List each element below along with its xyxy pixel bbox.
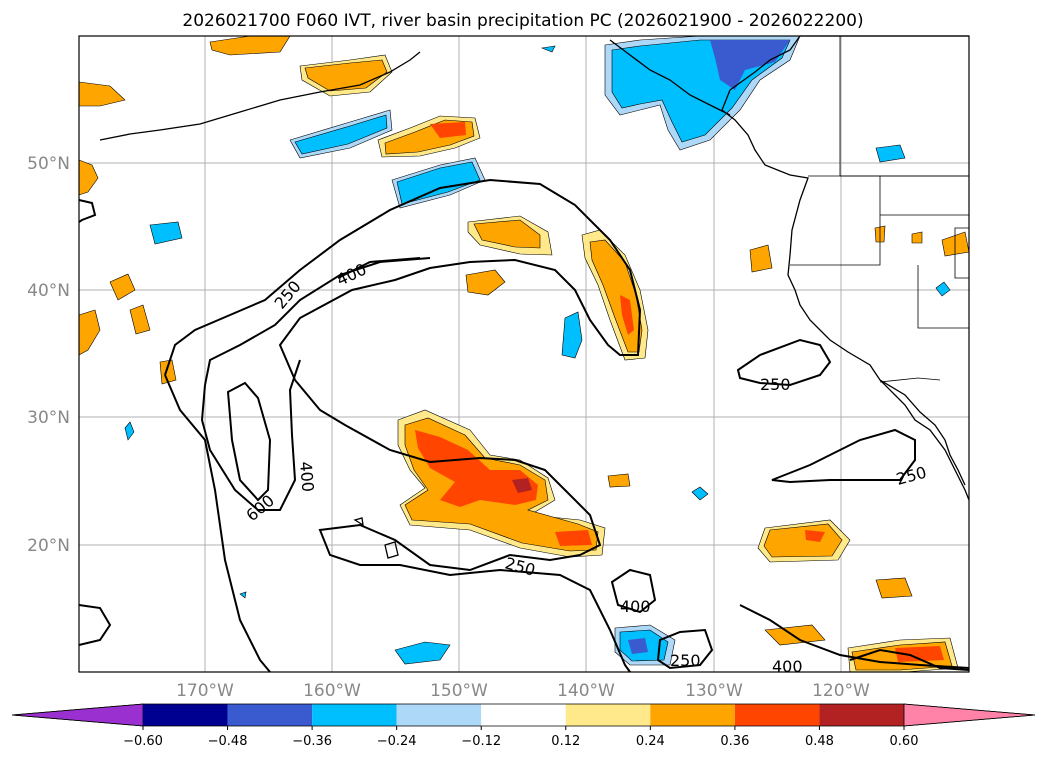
pc-neg-east-1 <box>875 144 906 163</box>
pc-neg-south-2 <box>394 641 451 665</box>
pc-neg-arc <box>561 311 583 359</box>
ivt-400-south <box>610 568 657 614</box>
ivt-250-south <box>656 628 714 670</box>
coast-baja <box>879 379 966 486</box>
ivt-250-main <box>164 178 642 673</box>
border-states <box>790 176 970 329</box>
latitude-labels: 50°N 40°N 30°N 20°N <box>27 154 70 556</box>
colorbar-extend-min <box>11 703 144 727</box>
colorbar-segment <box>734 704 820 726</box>
map-panel: 250 400 600 400 250 250 250 400 250 400 <box>78 35 970 676</box>
coast-alaska-south <box>609 39 731 116</box>
colorbar-tick-label: 0.12 <box>551 734 580 749</box>
gridlines <box>79 36 969 672</box>
lat-label-50n: 50°N <box>27 154 70 174</box>
coast-hawaii-2 <box>353 517 364 527</box>
pc-blob-east-4 <box>764 624 826 646</box>
pc-neg-west-2 <box>124 421 135 441</box>
colorbar-tick-label: −0.12 <box>461 734 501 749</box>
pc-blob-north-1-orange <box>473 219 541 249</box>
coastlines <box>99 35 970 559</box>
pc-blob-aleutian-1-orange <box>304 59 388 92</box>
pc-blob-east-9 <box>911 231 923 244</box>
ivt-250-east <box>771 428 916 484</box>
pc-blob-arc-red <box>620 295 634 335</box>
ivt-250-southwest <box>78 604 112 646</box>
longitude-labels: 170°W 160°W 150°W 140°W 130°W 120°W <box>176 681 870 701</box>
pc-blob-east-5 <box>749 244 773 273</box>
colorbar-tick-label: −0.48 <box>208 734 248 749</box>
ivt-400-east <box>739 604 970 669</box>
lon-label-140w: 140°W <box>557 681 615 701</box>
coast-north-america <box>721 35 970 501</box>
map-frame <box>78 35 970 673</box>
pc-blob-east-7 <box>607 473 631 488</box>
precip-negative-areas <box>124 35 951 666</box>
colorbar-tick-label: −0.24 <box>377 734 417 749</box>
pc-neg-west-1 <box>149 221 183 245</box>
colorbar: −0.60 −0.48 −0.36 −0.24 −0.12 0.12 0.24 0.36 0.4… <box>11 703 1036 749</box>
colorbar-segment <box>312 704 397 726</box>
colorbar-segment <box>565 704 651 726</box>
contour-label: 250 <box>670 651 701 670</box>
pc-neg-east-2 <box>691 486 709 501</box>
pc-neg-east-3 <box>935 281 951 297</box>
ivt-250-bottom-right <box>849 648 970 671</box>
pc-blob-east-1-red <box>805 530 825 542</box>
pc-blob-west-5 <box>129 304 151 335</box>
colorbar-tick-label: −0.60 <box>123 734 163 749</box>
colorbar-extend-max <box>903 703 1036 727</box>
ivt-250-left-small <box>78 199 97 223</box>
colorbar-segment <box>650 704 735 726</box>
lon-label-120w: 120°W <box>812 681 870 701</box>
pc-blob-east-3 <box>875 577 913 599</box>
lat-label-20n: 20°N <box>27 536 70 556</box>
colorbar-tick-label: 0.24 <box>636 734 665 749</box>
colorbar-segment <box>396 704 482 726</box>
coast-aleutians <box>99 51 421 141</box>
pc-neg-south-1-dark <box>628 638 648 654</box>
colorbar-tick-label: −0.36 <box>292 734 332 749</box>
contour-label: 250 <box>760 375 791 394</box>
colorbar-segment <box>143 704 228 726</box>
colorbar-tick-label: 0.36 <box>720 734 749 749</box>
pc-blob-west-4 <box>109 273 136 301</box>
ivt-600 <box>226 381 272 502</box>
ivt-400-top <box>337 257 421 279</box>
pc-neg-small-2 <box>239 591 247 599</box>
contour-label: 400 <box>772 657 803 676</box>
colorbar-tick-label: 0.48 <box>805 734 834 749</box>
colorbar-tick-label: 0.60 <box>890 734 919 749</box>
pc-neg-alaska-dark <box>710 40 790 90</box>
borders <box>790 36 970 383</box>
colorbar-segment <box>227 704 313 726</box>
pc-neg-small-1 <box>540 45 556 53</box>
colorbar-segment <box>481 704 566 726</box>
lon-label-170w: 170°W <box>176 681 234 701</box>
colorbar-segment <box>819 704 904 726</box>
pc-blob-west-6 <box>159 359 177 385</box>
lon-label-160w: 160°W <box>303 681 361 701</box>
border-mexico <box>879 377 941 383</box>
contour-label: 400 <box>620 597 651 616</box>
lon-label-150w: 150°W <box>430 681 488 701</box>
pc-neg-north-1-blue <box>294 114 388 155</box>
map-title: 2026021700 F060 IVT, river basin precipi… <box>182 11 863 31</box>
lat-label-40n: 40°N <box>27 281 70 301</box>
coast-hawaii-1 <box>384 541 399 559</box>
lat-label-30n: 30°N <box>27 408 70 428</box>
ivt-250-southeast <box>736 338 832 387</box>
ivt-400-inner <box>200 359 301 511</box>
ivt-250-outer <box>164 374 271 673</box>
pc-blob-east-2-red <box>895 646 944 662</box>
ivt-contours <box>78 178 970 673</box>
lon-label-130w: 130°W <box>685 681 743 701</box>
pc-blob-north-2 <box>465 269 506 296</box>
ivt-400-outer <box>204 257 431 386</box>
pc-blob-north-3-red <box>430 122 466 138</box>
pc-blob-subtropical-core <box>512 478 532 493</box>
contour-label: 400 <box>296 461 318 493</box>
